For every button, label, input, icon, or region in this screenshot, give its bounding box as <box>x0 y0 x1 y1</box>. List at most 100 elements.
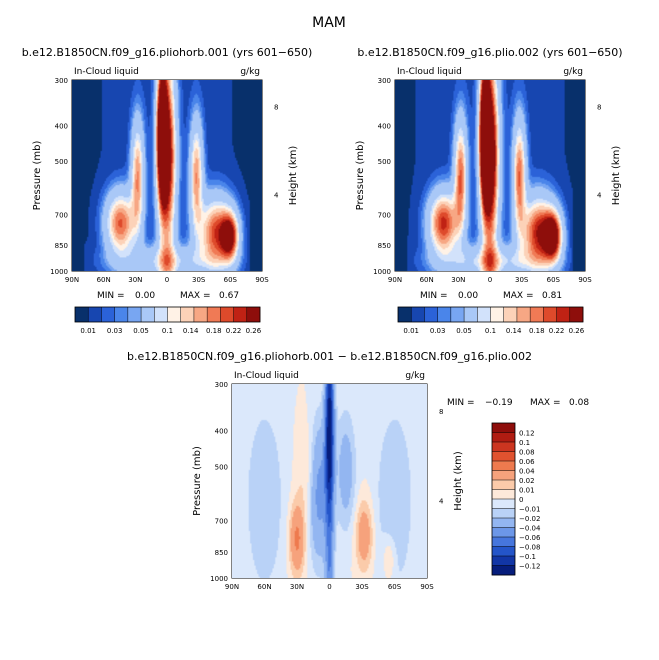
y-tick-label: 500 <box>378 158 391 166</box>
colorbar-swatch <box>492 470 515 481</box>
colorbar-label: 0 <box>519 496 523 504</box>
y-tick-label: 400 <box>215 427 228 435</box>
y-tick-label: 850 <box>55 242 68 250</box>
x-tick-label: 60S <box>547 276 561 284</box>
y-axis-label: Pressure (mb) <box>32 141 43 211</box>
colorbar-label: 0.1 <box>485 327 496 335</box>
max-value: 0.08 <box>569 398 589 408</box>
units-label: g/kg <box>405 371 425 381</box>
colorbar-swatch <box>207 307 221 322</box>
colorbar-swatch <box>167 307 182 322</box>
min-label: MIN = <box>447 398 475 408</box>
units-label: g/kg <box>240 67 260 77</box>
x-tick-label: 90S <box>255 276 269 284</box>
colorbar-swatch <box>424 307 438 322</box>
colorbar-swatch <box>503 307 518 322</box>
colorbar-swatch <box>492 546 515 557</box>
min-value: 0.00 <box>135 291 155 301</box>
x-tick-label: 30S <box>515 276 529 284</box>
y-tick-label: 300 <box>378 77 391 85</box>
colorbar: 0.01 0.03 0.05 0.1 0.14 0.18 0.22 0.26 <box>397 306 585 335</box>
y2-tick-label: 4 <box>597 192 602 200</box>
colorbar-label: −0.12 <box>519 563 540 571</box>
x-tick-label: 0 <box>165 276 169 284</box>
colorbar-label: 0.18 <box>529 327 545 335</box>
colorbar-swatch <box>492 556 515 566</box>
colorbar-swatch <box>220 307 234 322</box>
y2-axis-label: Height (km) <box>453 451 464 511</box>
colorbar-swatch <box>492 480 515 490</box>
colorbar-label: 0.12 <box>519 430 535 438</box>
y2-tick-label: 8 <box>274 104 278 112</box>
colorbar: 0.120.1 0.080.06 0.040.02 0.010 −0.01−0.02 −0… <box>491 422 541 576</box>
colorbar-swatch <box>464 307 478 322</box>
variable-label: In-Cloud liquid <box>397 67 462 77</box>
y-tick-label: 700 <box>215 518 228 526</box>
y-tick-label: 1000 <box>210 575 228 583</box>
x-tick-label: 60N <box>420 276 434 284</box>
max-label: MAX = <box>503 291 534 301</box>
colorbar-label: −0.01 <box>519 506 540 514</box>
y-tick-label: 700 <box>55 211 68 219</box>
colorbar-label: 0.05 <box>133 327 149 335</box>
colorbar-swatch <box>492 565 515 576</box>
x-tick-label: 30N <box>451 276 465 284</box>
y-tick-label: 850 <box>215 549 228 557</box>
colorbar-label: −0.1 <box>519 553 536 561</box>
colorbar-swatch <box>246 307 261 322</box>
colorbar-swatch <box>398 307 412 322</box>
max-label: MAX = <box>530 398 561 408</box>
y-tick-label: 500 <box>55 158 68 166</box>
colorbar-swatch <box>492 518 515 528</box>
min-value: 0.00 <box>458 291 478 301</box>
colorbar-swatch <box>127 307 142 322</box>
colorbar-swatch <box>101 307 115 322</box>
y-axis-label: Pressure (mb) <box>192 446 203 516</box>
colorbar-label: 0.01 <box>403 327 419 335</box>
x-tick-label: 90N <box>225 583 239 591</box>
colorbar-swatch <box>193 307 208 322</box>
colorbar-swatch <box>114 307 129 322</box>
colorbar-swatch <box>141 307 155 322</box>
x-tick-label: 90S <box>420 583 434 591</box>
min-label: MIN = <box>420 291 448 301</box>
colorbar-label: 0.22 <box>226 327 242 335</box>
min-value: −0.19 <box>485 398 513 408</box>
colorbar-label: 0.1 <box>519 439 530 447</box>
y-tick-label: 1000 <box>373 268 391 276</box>
colorbar-swatch <box>180 307 195 322</box>
max-value: 0.81 <box>542 291 562 301</box>
colorbar-label: 0.26 <box>569 327 585 335</box>
colorbar-label: 0.14 <box>506 327 522 335</box>
x-tick-label: 30S <box>192 276 206 284</box>
colorbar-label: −0.08 <box>519 544 540 552</box>
y2-axis-label: Height (km) <box>288 146 299 206</box>
min-label: MIN = <box>97 291 125 301</box>
y2-tick-label: 4 <box>274 192 279 200</box>
y-tick-label: 500 <box>215 463 228 471</box>
colorbar-swatch <box>411 307 425 322</box>
colorbar-label: 0.18 <box>206 327 222 335</box>
colorbar-swatch <box>88 307 102 322</box>
colorbar-label: −0.06 <box>519 534 541 542</box>
y-tick-label: 300 <box>215 381 228 389</box>
colorbar-swatch <box>492 432 515 443</box>
x-tick-label: 30N <box>128 276 142 284</box>
colorbar-swatch <box>543 307 557 322</box>
heatmap-field-3 <box>232 384 427 578</box>
x-tick-label: 0 <box>488 276 492 284</box>
colorbar-label: 0.14 <box>183 327 199 335</box>
colorbar-label: 0.08 <box>519 449 535 457</box>
x-tick-label: 90S <box>578 276 592 284</box>
y-tick-label: 700 <box>378 211 391 219</box>
colorbar-swatch <box>492 451 515 462</box>
y2-tick-label: 8 <box>597 104 601 112</box>
colorbar-label: 0.03 <box>107 327 123 335</box>
variable-label: In-Cloud liquid <box>234 371 299 381</box>
colorbar-label: 0.05 <box>456 327 472 335</box>
y-tick-label: 1000 <box>50 268 68 276</box>
max-value: 0.67 <box>219 291 239 301</box>
colorbar-label: −0.04 <box>519 525 541 533</box>
variable-label: In-Cloud liquid <box>74 67 139 77</box>
